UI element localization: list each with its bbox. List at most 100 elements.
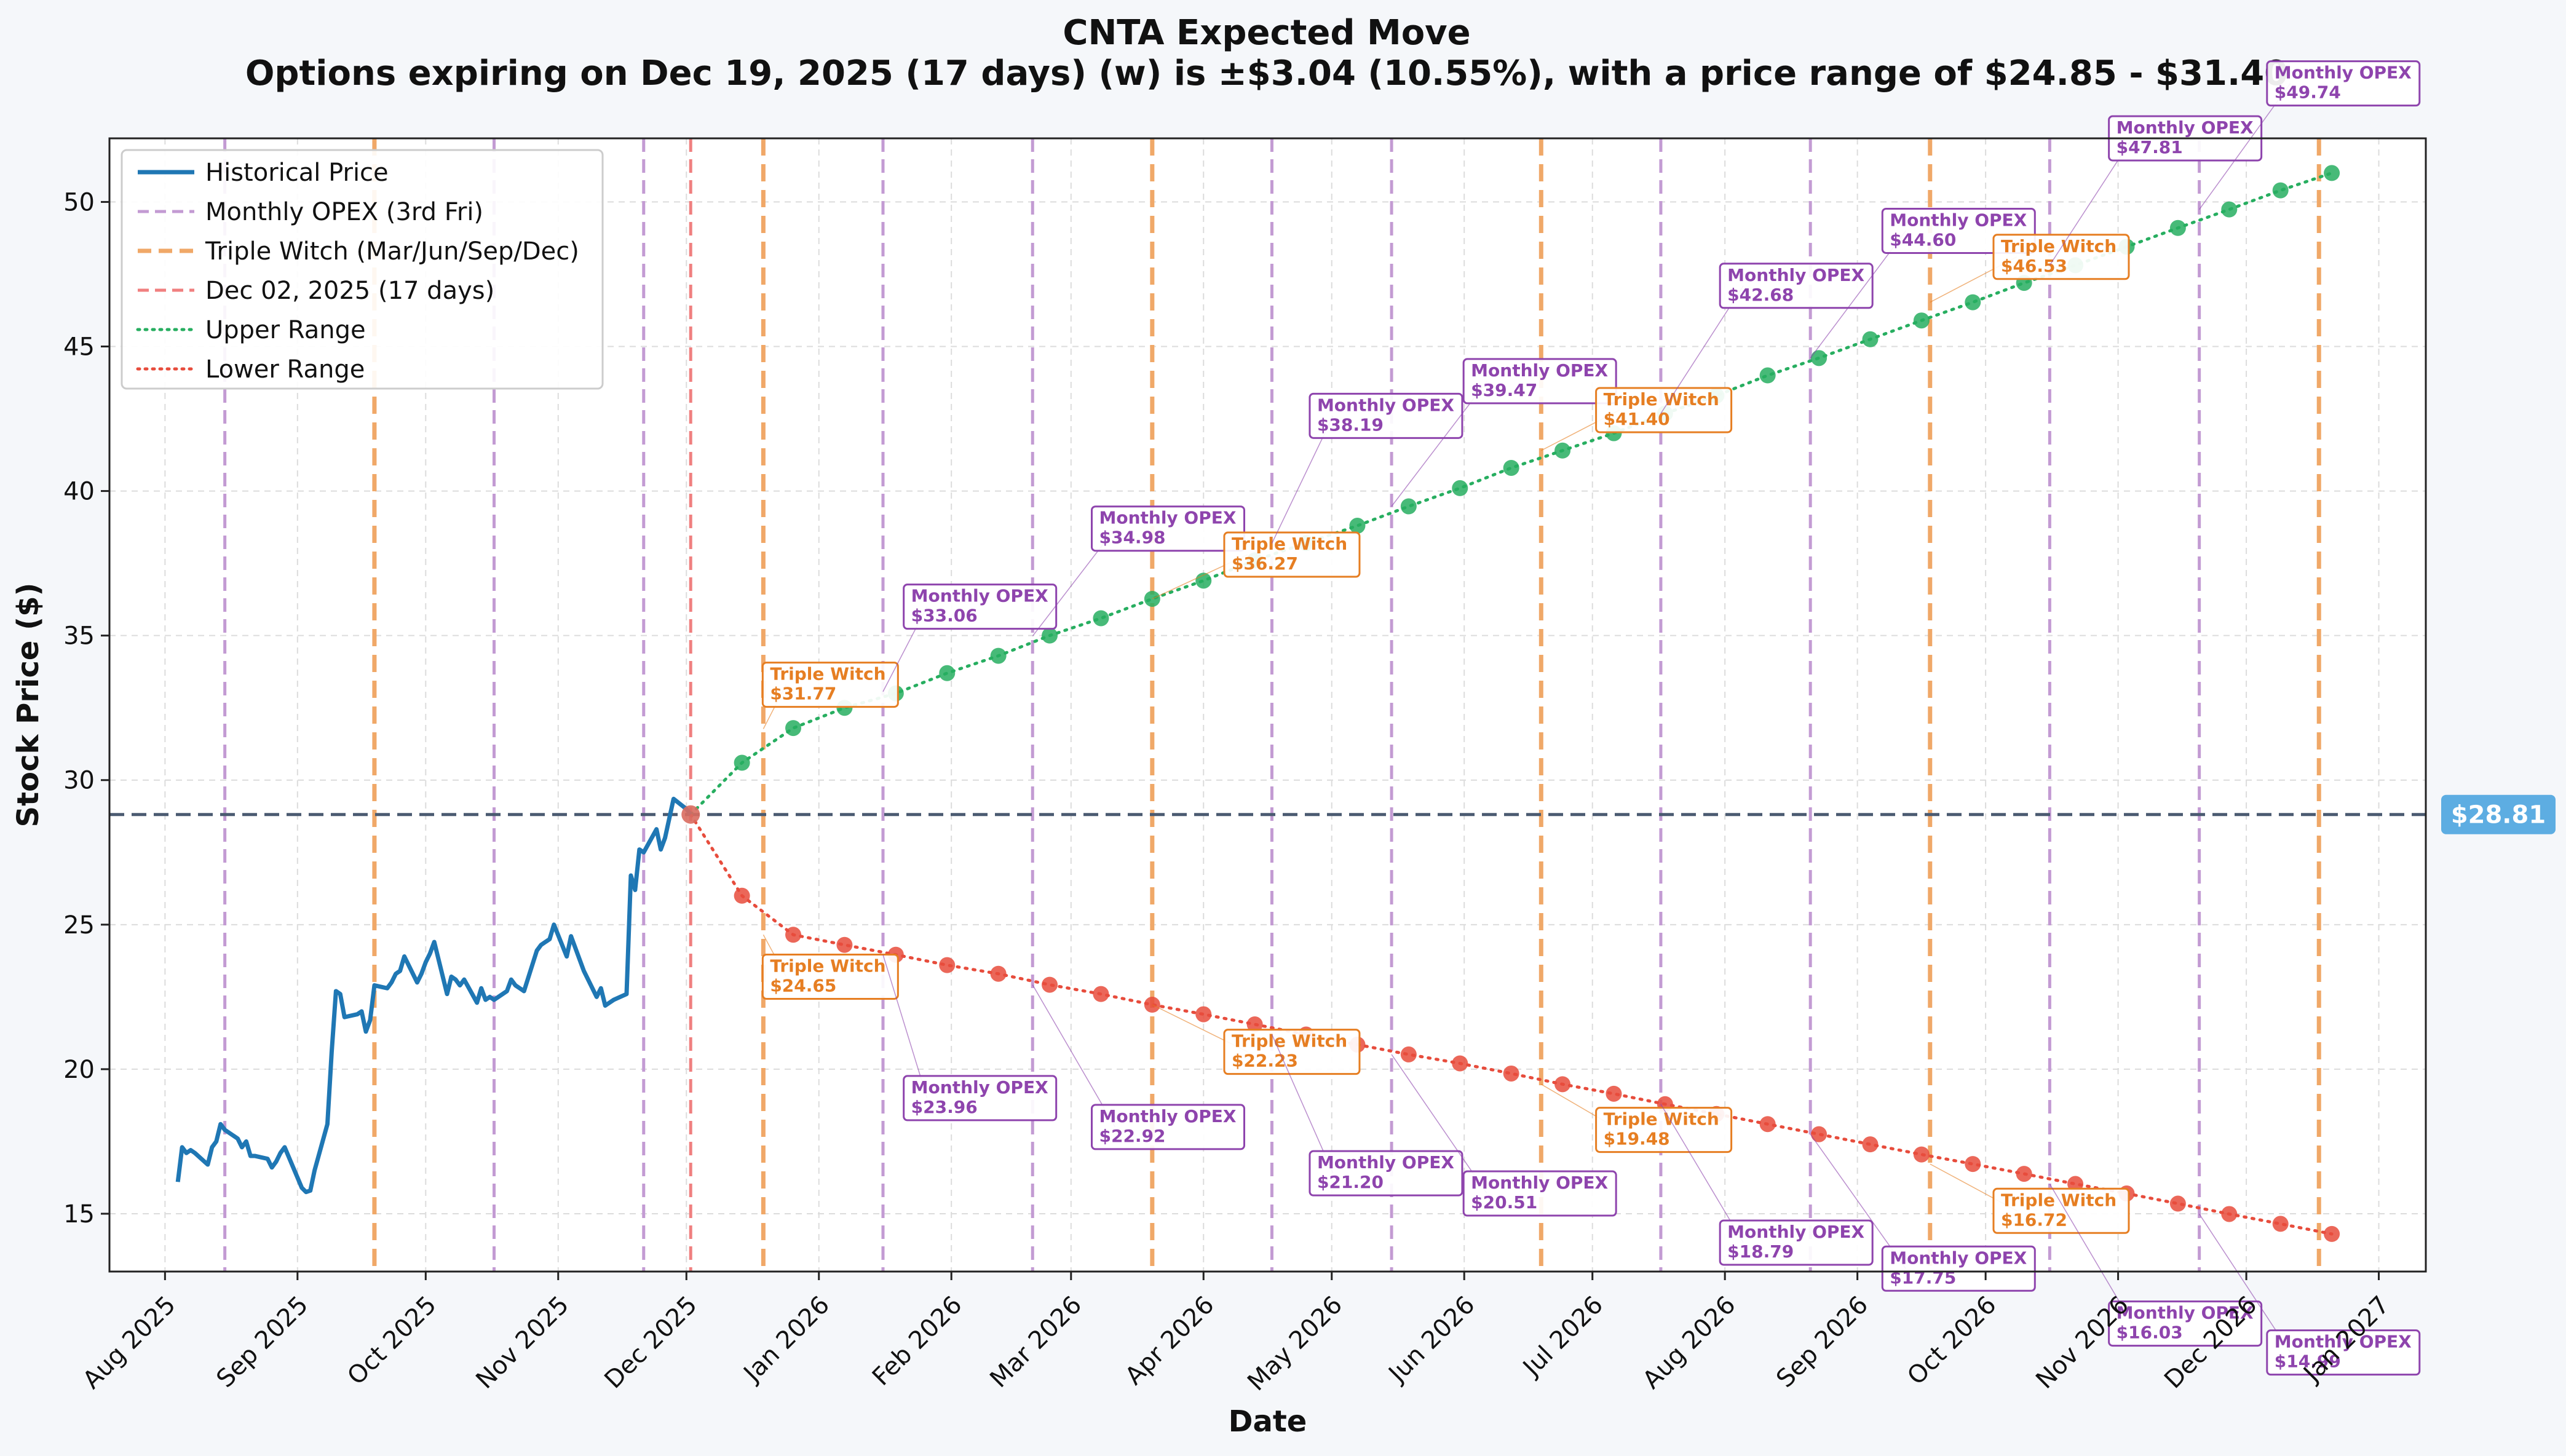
lower-range-point xyxy=(1042,976,1058,993)
historical-price-line xyxy=(175,796,692,1195)
lower-range-point xyxy=(2169,1195,2186,1212)
annotation-value: $24.65 xyxy=(770,975,836,995)
lower-range-point xyxy=(1400,1046,1417,1062)
annotation-box xyxy=(1992,1187,2130,1234)
y-tick-label: 20 xyxy=(63,1056,95,1084)
upper-range-point xyxy=(1452,480,1468,496)
annotation-connector xyxy=(1391,1054,1487,1194)
upper-range-point xyxy=(1965,294,1981,311)
monthly-opex-annotation: Monthly OPEX$39.47 xyxy=(1391,358,1617,507)
annotation-box xyxy=(1595,1107,1733,1153)
annotation-title: Monthly OPEX xyxy=(1471,360,1608,381)
legend: Historical Price Monthly OPEX (3rd Fri) Tr… xyxy=(121,149,604,390)
lower-range-point xyxy=(734,887,750,904)
lower-range-point xyxy=(1246,1016,1263,1033)
annotation-box xyxy=(2266,1329,2421,1376)
annotation-value: $39.47 xyxy=(1471,380,1537,400)
lower-range-point xyxy=(939,957,956,973)
upper-range-point xyxy=(939,665,956,681)
annotation-box xyxy=(1719,1219,1874,1266)
annotation-value: $36.27 xyxy=(1232,553,1298,574)
upper-range-point xyxy=(1554,442,1571,459)
annotation-title: Monthly OPEX xyxy=(911,586,1048,606)
legend-item: Monthly OPEX (3rd Fri) xyxy=(138,198,483,226)
upper-range-point xyxy=(2221,201,2238,218)
upper-range-point xyxy=(1913,312,1930,329)
legend-item: Historical Price xyxy=(138,159,389,187)
monthly-opex-annotation: Monthly OPEX$18.79 xyxy=(1660,1104,1874,1266)
annotation-box xyxy=(1223,531,1361,578)
legend-item: Upper Range xyxy=(136,316,366,344)
y-tick-label: 15 xyxy=(63,1200,95,1228)
annotation-value: $44.60 xyxy=(1890,229,1956,250)
annotation-title: Monthly OPEX xyxy=(1099,508,1236,528)
annotation-value: $18.79 xyxy=(1727,1241,1794,1262)
annotation-box xyxy=(1462,1170,1617,1217)
upper-range-point xyxy=(1811,350,1827,366)
grid-lines xyxy=(109,138,2426,1272)
monthly-opex-annotation: Monthly OPEX$34.98 xyxy=(1032,505,1245,637)
annotation-title: Triple Witch xyxy=(1604,389,1719,410)
monthly-opex-annotation: Monthly OPEX$38.19 xyxy=(1271,392,1463,544)
lower-range-point xyxy=(2272,1216,2289,1232)
upper-range-point xyxy=(2169,220,2186,236)
lower-range-point xyxy=(1093,986,1109,1002)
lower-range-point xyxy=(990,965,1007,982)
lower-range-point xyxy=(2221,1206,2238,1222)
annotation-box xyxy=(1090,505,1245,552)
y-axis-label: Stock Price ($) xyxy=(11,583,46,828)
upper-range-point xyxy=(1759,367,1776,384)
monthly-opex-annotation: Monthly OPEX$20.51 xyxy=(1391,1054,1617,1217)
upper-range-point xyxy=(1042,627,1058,644)
annotation-value: $22.23 xyxy=(1232,1051,1298,1071)
y-tick-label: 35 xyxy=(63,622,95,651)
upper-range-point xyxy=(1400,498,1417,515)
lower-range-point xyxy=(1913,1146,1930,1163)
lower-range-point xyxy=(1811,1126,1827,1142)
annotation-box xyxy=(1881,1245,2036,1292)
x-axis-label: Date xyxy=(1229,1404,1307,1439)
annotation-box xyxy=(1462,358,1617,405)
annotation-title: Monthly OPEX xyxy=(2275,1332,2412,1352)
annotation-title: Monthly OPEX xyxy=(1890,1248,2027,1268)
legend-box xyxy=(121,149,604,390)
monthly-opex-annotation: Monthly OPEX$21.20 xyxy=(1271,1034,1463,1197)
annotation-title: Monthly OPEX xyxy=(1471,1173,1608,1193)
annotation-connector xyxy=(1271,1034,1334,1174)
annotation-value: $34.98 xyxy=(1099,528,1165,548)
annotation-value: $49.74 xyxy=(2275,82,2341,103)
annotation-value: $16.72 xyxy=(2001,1209,2067,1230)
current-price-point xyxy=(681,805,700,824)
monthly-opex-annotation: Monthly OPEX$42.68 xyxy=(1660,263,1874,414)
annotation-box xyxy=(903,584,1058,630)
annotation-box xyxy=(903,1075,1058,1122)
lower-range-point xyxy=(1503,1065,1519,1082)
y-tick-label: 45 xyxy=(63,333,95,362)
lower-range-point xyxy=(2016,1166,2032,1182)
annotation-title: Triple Witch xyxy=(770,956,885,976)
triple-witch-annotation: Triple Witch$24.65 xyxy=(761,934,899,1000)
annotation-value: $33.06 xyxy=(911,606,978,626)
annotation-box xyxy=(1595,387,1733,433)
annotation-title: Monthly OPEX xyxy=(2117,1303,2254,1323)
legend-item: Triple Witch (Mar/Jun/Sep/Dec) xyxy=(138,237,579,266)
monthly-opex-annotation: Monthly OPEX$49.74 xyxy=(2199,60,2421,210)
annotation-value: $14.99 xyxy=(2275,1351,2341,1372)
annotation-box xyxy=(1309,392,1463,439)
lower-range-point xyxy=(1452,1055,1468,1072)
annotation-connector xyxy=(882,954,928,1099)
annotation-box xyxy=(1992,234,2130,280)
annotation-box xyxy=(1223,1029,1361,1075)
upper-range-point xyxy=(2324,165,2340,181)
annotation-value: $46.53 xyxy=(2001,256,2067,276)
triple-witch-annotation: Triple Witch$41.40 xyxy=(1540,387,1733,451)
triple-witch-annotation: Triple Witch$19.48 xyxy=(1540,1083,1733,1153)
upper-range-point xyxy=(1093,610,1109,627)
annotation-title: Monthly OPEX xyxy=(1727,1222,1864,1242)
lower-range-point xyxy=(1195,1006,1212,1023)
annotation-connector xyxy=(2049,1184,2133,1324)
plot-frame xyxy=(108,137,2427,1273)
annotation-box xyxy=(761,662,899,708)
y-tick-label: 30 xyxy=(63,767,95,795)
